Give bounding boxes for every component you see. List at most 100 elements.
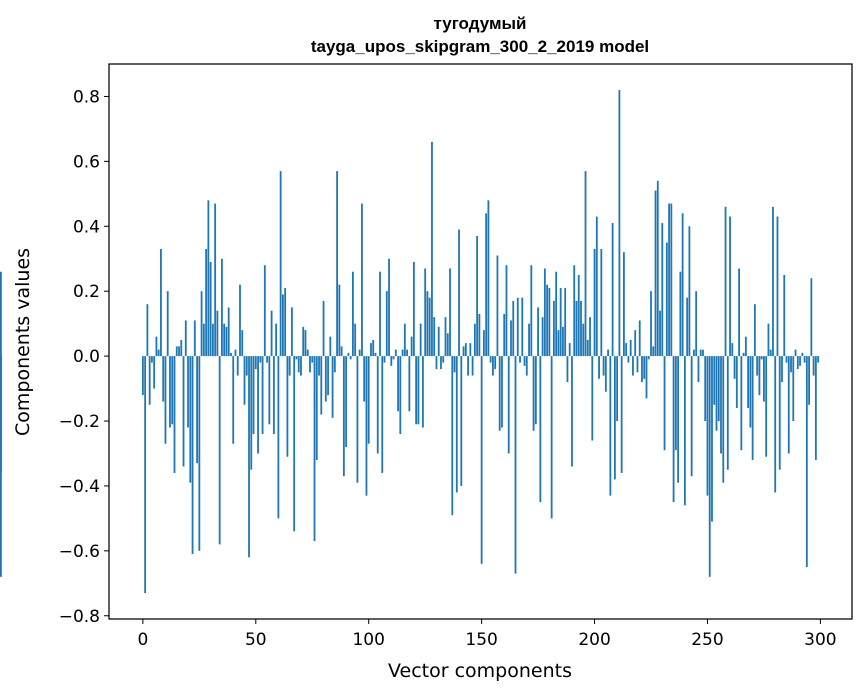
bar xyxy=(236,356,239,376)
bar xyxy=(160,249,162,357)
bar xyxy=(774,356,777,493)
bar xyxy=(674,356,677,451)
bar xyxy=(627,356,630,363)
bar xyxy=(214,203,217,357)
bar xyxy=(620,356,623,473)
bar xyxy=(695,291,698,357)
bar xyxy=(555,271,558,357)
bar xyxy=(494,356,497,370)
bar xyxy=(713,356,716,405)
bar xyxy=(616,356,619,422)
bar xyxy=(708,356,711,577)
bar xyxy=(446,333,449,357)
bar xyxy=(598,356,600,379)
bar xyxy=(580,300,582,357)
bar xyxy=(431,141,433,357)
bar xyxy=(656,180,659,357)
bar xyxy=(354,323,357,357)
y-tick-label: −0.2 xyxy=(59,412,100,432)
bar xyxy=(0,356,2,447)
bar xyxy=(717,356,720,422)
bar xyxy=(539,356,542,503)
bar xyxy=(729,216,731,357)
bar xyxy=(571,356,573,467)
bar xyxy=(724,206,727,357)
bar xyxy=(193,320,196,357)
bar xyxy=(433,317,436,357)
bar xyxy=(514,356,517,574)
bar xyxy=(162,356,165,402)
y-tick-label: 0.6 xyxy=(73,152,100,172)
bar xyxy=(604,356,607,392)
bar xyxy=(799,356,801,366)
bar xyxy=(720,356,722,454)
bar xyxy=(794,349,797,357)
bar xyxy=(295,356,298,360)
bar xyxy=(645,356,648,399)
bar xyxy=(747,356,750,409)
bar xyxy=(525,356,528,376)
bar xyxy=(196,356,198,464)
bar xyxy=(702,349,704,357)
bar xyxy=(772,206,774,357)
bar xyxy=(424,268,427,357)
y-tick-label: −0.4 xyxy=(59,477,100,497)
bar xyxy=(783,274,786,357)
bar xyxy=(155,336,158,357)
bar xyxy=(679,271,682,357)
bar xyxy=(333,356,336,373)
bar xyxy=(557,330,560,357)
bar xyxy=(304,330,307,357)
bar xyxy=(742,352,745,357)
bar xyxy=(562,326,564,357)
bar xyxy=(638,320,641,357)
bar xyxy=(805,356,808,568)
bar xyxy=(564,287,567,357)
bar xyxy=(790,356,792,373)
bar xyxy=(541,317,544,357)
bar xyxy=(476,236,479,357)
y-tick-label: 0.4 xyxy=(73,217,100,237)
bar xyxy=(643,356,646,379)
bar xyxy=(248,356,250,558)
bar xyxy=(338,284,341,357)
bar xyxy=(760,356,763,360)
bar xyxy=(324,356,327,402)
bar xyxy=(492,356,494,376)
bar xyxy=(419,323,422,357)
bar xyxy=(437,326,440,357)
bar xyxy=(417,356,420,425)
bar xyxy=(753,304,756,357)
bar xyxy=(516,297,519,357)
bar xyxy=(744,336,747,357)
bar xyxy=(503,313,506,357)
bar xyxy=(286,356,289,457)
bar xyxy=(322,300,325,357)
bar xyxy=(171,356,174,425)
bar xyxy=(365,356,368,496)
x-tick-label: 250 xyxy=(691,630,723,650)
bar xyxy=(383,356,386,363)
bar xyxy=(410,336,413,357)
bar xyxy=(363,356,366,402)
chart-title: тугодумый xyxy=(434,14,527,33)
bar xyxy=(266,356,268,363)
bar xyxy=(496,255,499,357)
bar xyxy=(546,284,549,357)
bar xyxy=(218,356,221,545)
bar xyxy=(781,356,783,383)
bar xyxy=(399,356,402,434)
bar xyxy=(609,356,612,496)
bar xyxy=(704,356,707,422)
bar xyxy=(792,356,795,422)
bar xyxy=(607,349,609,357)
bar xyxy=(202,323,205,357)
bar xyxy=(523,356,526,366)
bar xyxy=(259,356,262,363)
x-axis-label: Vector components xyxy=(388,660,572,682)
bar xyxy=(699,349,702,357)
bar xyxy=(584,171,587,357)
bar xyxy=(440,356,442,370)
bar xyxy=(458,229,460,357)
bar xyxy=(566,356,569,383)
